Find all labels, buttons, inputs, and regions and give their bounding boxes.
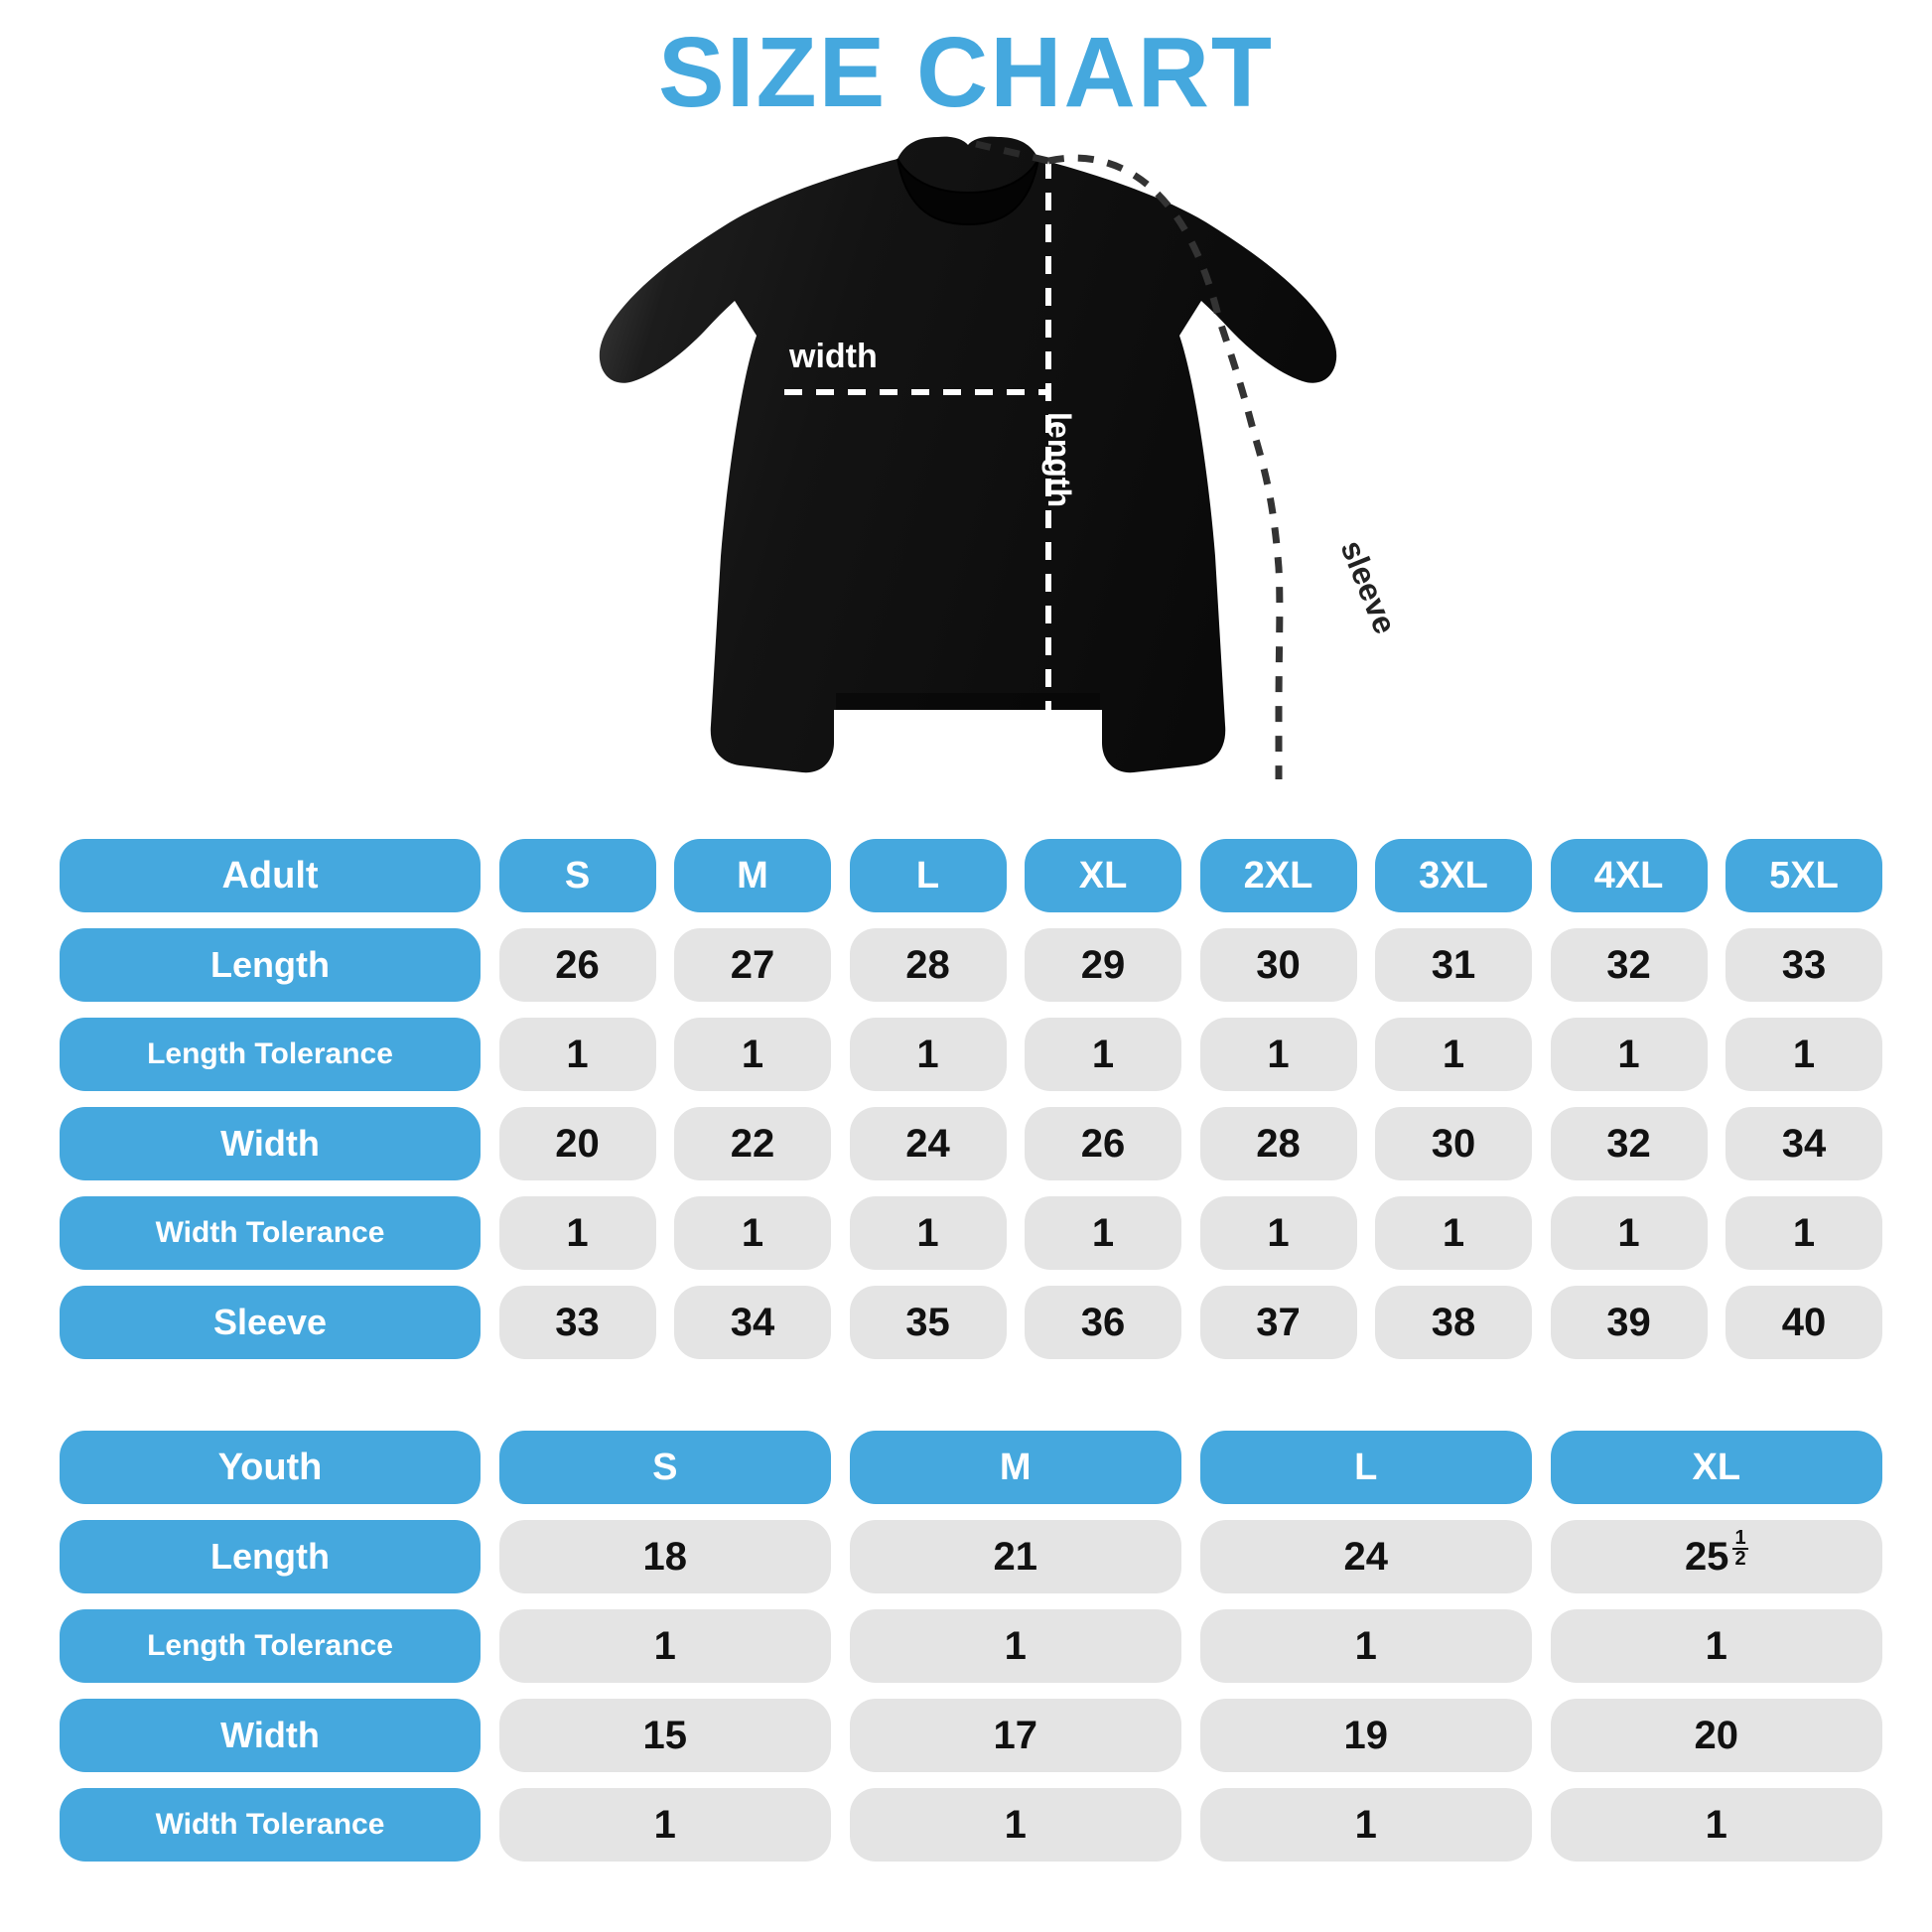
svg-text:width: width [788,338,878,375]
svg-text:length: length [1041,412,1077,507]
svg-text:sleeve: sleeve [1334,535,1404,638]
